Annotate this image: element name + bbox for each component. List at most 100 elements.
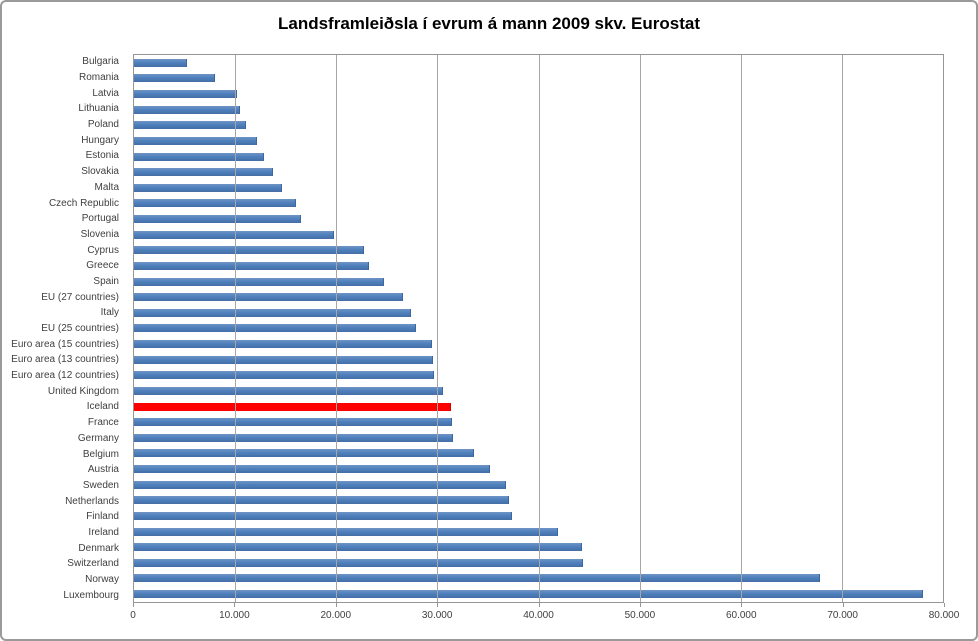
x-tick-label: 50.000 [624,610,656,621]
bar [134,480,507,489]
x-tick-mark [842,603,844,607]
x-tick-label: 80.000 [928,610,960,621]
gridline [437,55,439,602]
x-tick-mark [437,603,439,607]
bar [134,168,273,177]
category-label: France [87,417,119,429]
category-label: Poland [87,119,119,131]
bar-row [134,305,943,321]
x-tick-mark [335,603,337,607]
bar-row [134,524,943,540]
category-label: Germany [77,432,119,444]
x-tick-label: 40.000 [523,610,554,621]
bar [134,152,265,161]
bar [134,496,510,505]
bar-row [134,336,943,352]
x-tick-label: 20.000 [320,610,352,621]
gridline [235,55,237,602]
bar-row [134,571,943,587]
bar-row [134,102,943,118]
category-label: Euro area (15 countries) [11,338,119,350]
bar-row [134,352,943,368]
category-label: Bulgaria [82,56,119,68]
bar-row [134,414,943,430]
bar [134,386,444,395]
gridline [639,55,641,602]
bar [134,277,384,286]
category-label: Greece [86,260,119,272]
bar-row [134,508,943,524]
bar-row [134,368,943,384]
x-tick-label: 0 [130,610,136,621]
x-tick-mark [133,603,134,607]
bar [134,527,558,536]
category-label: Euro area (13 countries) [11,354,119,366]
category-label: Slovakia [81,166,119,178]
category-label: Spain [93,275,119,287]
x-tick-label: 70.000 [827,610,858,621]
bar-row [134,430,943,446]
category-label: Austria [87,464,119,476]
bar [134,590,923,599]
bar [134,215,301,224]
category-label: Hungary [81,134,119,146]
bar [134,308,412,317]
bar [134,121,247,130]
x-tick-mark [639,603,641,607]
category-label: Iceland [86,401,119,413]
category-label: Cyprus [87,244,119,256]
bar [134,199,296,208]
bar [134,105,241,114]
bar-row [134,227,943,243]
bar-row [134,274,943,290]
bar-row [134,461,943,477]
plot-area [133,54,944,603]
bar [134,465,490,474]
x-tick-label: 10.000 [219,610,250,621]
category-label: EU (27 countries) [41,291,119,303]
category-label: Belgium [82,448,119,460]
x-tick-label: 30.000 [421,610,453,621]
bar-row [134,289,943,305]
category-label: Netherlands [65,495,119,507]
chart-title: Landsframleiðsla í evrum á mann 2009 skv… [277,14,701,33]
bar [134,433,453,442]
bar [134,293,403,302]
bar [134,574,820,583]
bar [134,511,513,520]
bar [134,136,258,145]
bar [134,558,583,567]
category-label: Portugal [81,213,119,225]
bar-row [134,86,943,102]
bar-row [134,399,943,415]
x-tick-mark [234,603,236,607]
bar-row [134,196,943,212]
bar-row [134,383,943,399]
gridline [841,55,843,602]
bar-row [134,180,943,196]
category-label: Denmark [78,542,119,554]
bar-row [134,539,943,555]
category-label: Sweden [82,479,119,491]
x-tick-mark [944,603,945,607]
category-label: Malta [94,181,119,193]
bar [134,371,435,380]
bar-row [134,149,943,165]
category-label: Lithuania [78,103,119,115]
bar-row [134,164,943,180]
category-label: Latvia [92,87,119,99]
x-tick-mark [741,603,743,607]
x-tick-label: 60.000 [725,610,757,621]
bar-row [134,211,943,227]
category-label: Luxembourg [63,589,119,601]
bar [134,324,417,333]
bar [134,340,433,349]
category-label: EU (25 countries) [41,323,119,335]
bar-row [134,493,943,509]
bar-row [134,477,943,493]
bar [134,246,364,255]
category-label: Romania [78,72,119,84]
category-label: Ireland [88,526,119,538]
category-label: Switzerland [67,558,119,570]
